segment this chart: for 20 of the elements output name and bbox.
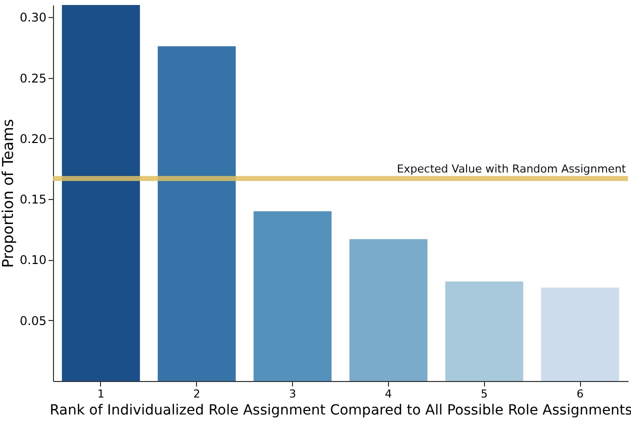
bar bbox=[254, 211, 332, 381]
bar bbox=[62, 5, 140, 381]
x-tick-label: 4 bbox=[384, 388, 392, 400]
bar bbox=[349, 239, 428, 381]
x-tick-label: 3 bbox=[289, 388, 296, 400]
bar bbox=[445, 282, 524, 381]
y-tick-label: 0.05 bbox=[20, 314, 46, 328]
bar bbox=[158, 46, 236, 381]
x-tick-label: 1 bbox=[97, 388, 104, 400]
bar bbox=[541, 288, 620, 381]
x-tick-label: 2 bbox=[193, 388, 200, 400]
y-tick-label: 0.15 bbox=[20, 192, 46, 207]
y-axis-title: Proportion of Teams bbox=[0, 118, 17, 268]
y-tick-label: 0.10 bbox=[20, 253, 46, 268]
x-tick-label: 5 bbox=[480, 388, 488, 400]
x-tick-label: 6 bbox=[576, 388, 584, 400]
y-tick-label: 0.30 bbox=[20, 10, 46, 25]
y-tick-label: 0.20 bbox=[20, 132, 46, 146]
ref-line-label: Expected Value with Random Assignment bbox=[396, 162, 627, 176]
y-tick-label: 0.25 bbox=[20, 71, 46, 86]
